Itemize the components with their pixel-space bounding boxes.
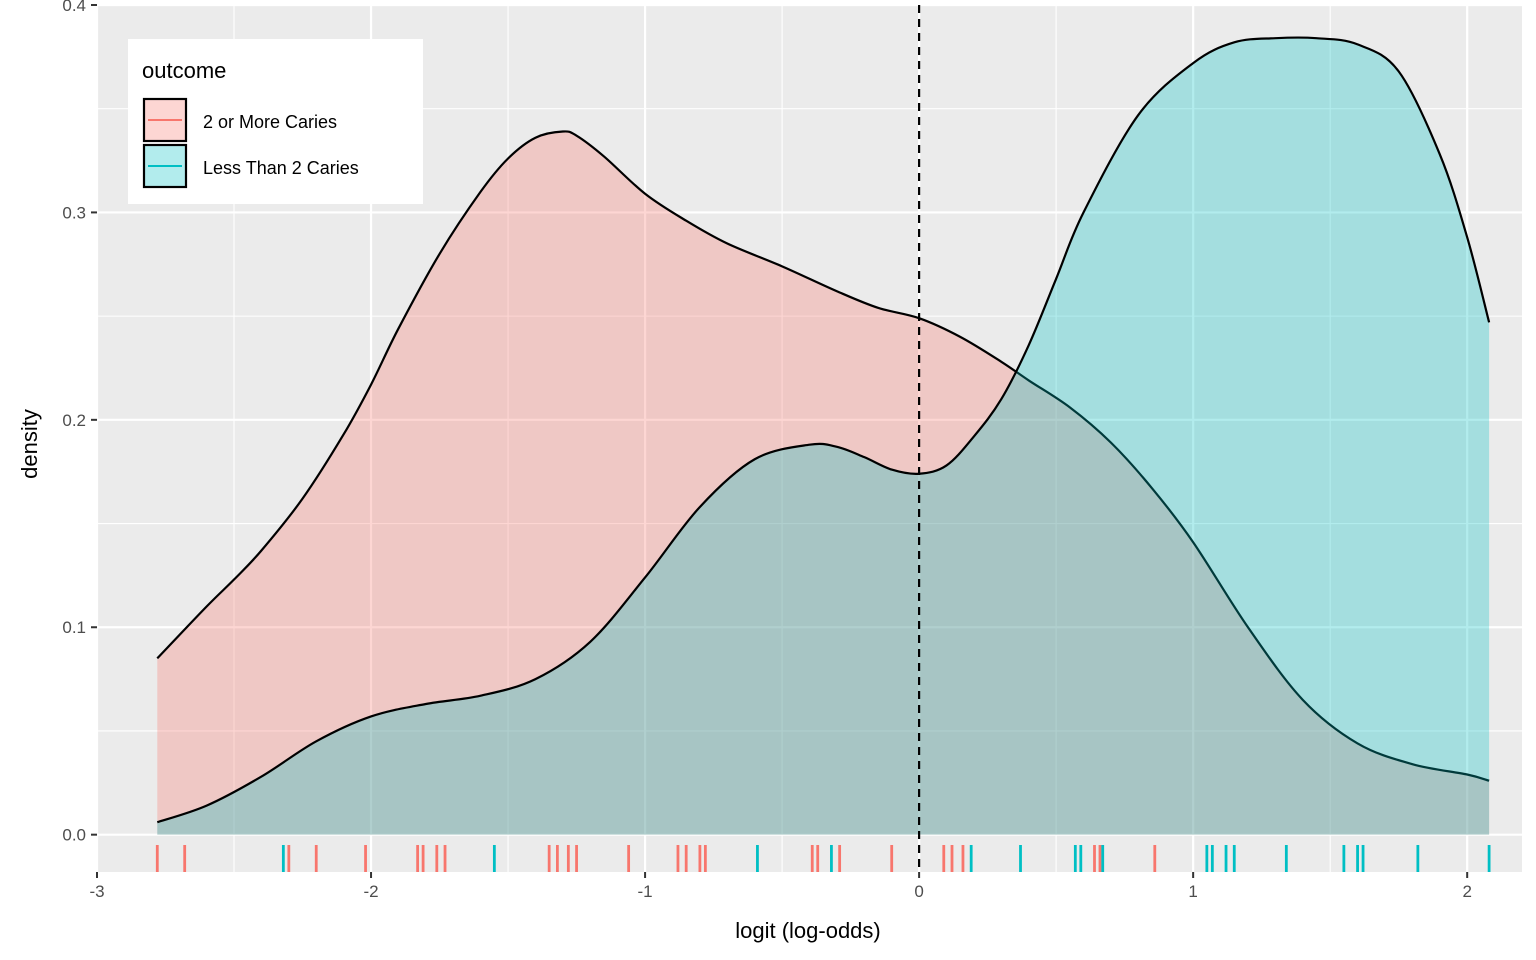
- legend-label-less-than-2-caries: Less Than 2 Caries: [203, 158, 359, 178]
- density-curve-less-than-2-caries: [156, 36, 1491, 824]
- x-tick-labels: -3 -2 -1 0 1 2: [89, 882, 1471, 901]
- legend-label-2-or-more-caries: 2 or More Caries: [203, 112, 337, 132]
- x-axis-title: logit (log-odds): [735, 918, 881, 943]
- x-tick-label: -2: [363, 882, 378, 901]
- axis-ticks: [91, 4, 1469, 878]
- x-tick-label: 2: [1462, 882, 1471, 901]
- y-tick-labels: 0.0 0.1 0.2 0.3 0.4: [62, 0, 86, 845]
- grid-major: [95, 3, 1522, 872]
- x-tick-label: -1: [638, 882, 653, 901]
- y-tick-label: 0.1: [62, 618, 86, 637]
- x-tick-label: 1: [1188, 882, 1197, 901]
- x-tick-label: 0: [914, 882, 923, 901]
- y-tick-label: 0.3: [62, 203, 86, 222]
- legend: outcome 2 or More Caries Less Than 2 Car…: [128, 39, 423, 204]
- y-axis-title: density: [17, 409, 42, 479]
- series-layer: [156, 36, 1491, 835]
- density-area-less-than-2-caries: [157, 37, 1490, 835]
- legend-title: outcome: [142, 58, 226, 83]
- y-tick-label: 0.0: [62, 826, 86, 845]
- rug-layer: [155, 845, 1491, 872]
- density-curve-2-or-more-caries: [156, 130, 1490, 782]
- density-area-2-or-more-caries: [157, 131, 1490, 835]
- x-tick-label: -3: [89, 882, 104, 901]
- y-tick-label: 0.4: [62, 0, 86, 15]
- y-tick-label: 0.2: [62, 411, 86, 430]
